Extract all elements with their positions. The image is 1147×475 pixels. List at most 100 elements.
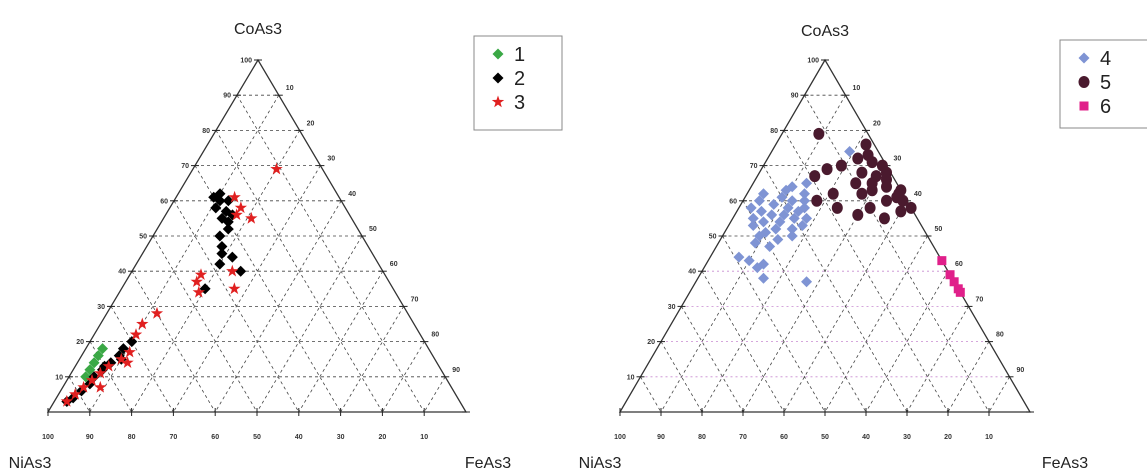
tick-label-left: 30 <box>668 304 676 311</box>
grid-line-feas3 <box>90 95 279 412</box>
tick-label-left: 30 <box>97 304 105 311</box>
data-point <box>879 212 890 224</box>
tick-label-right: 40 <box>914 191 922 198</box>
tick-label-bottom: 70 <box>170 434 178 441</box>
ternary-chart-right: 1010100202090303080404070505060606050707… <box>579 23 1147 472</box>
data-point <box>799 188 810 199</box>
tick-label-left: 90 <box>223 93 231 100</box>
tick-label-bottom: 40 <box>862 434 870 441</box>
series-5 <box>809 128 916 224</box>
data-point <box>270 163 282 175</box>
grid-line-nias3 <box>682 306 744 412</box>
data-point <box>787 231 798 242</box>
tick-label-bottom: 20 <box>379 434 387 441</box>
tick-labels: 1010100202090303080404070505060606050707… <box>614 58 1034 442</box>
data-point <box>861 138 872 150</box>
tick-label-right: 20 <box>307 120 315 127</box>
tick-label-right: 80 <box>431 332 439 339</box>
tick-label-left: 40 <box>688 269 696 276</box>
legend-label: 1 <box>514 44 525 66</box>
tick-label-left: 40 <box>118 269 126 276</box>
data-point <box>223 223 234 234</box>
tick-label-bottom: 90 <box>86 434 94 441</box>
vertex-label-top: CoAs3 <box>234 21 282 38</box>
data-point <box>809 170 820 182</box>
tick-label-left: 50 <box>709 234 717 241</box>
tick-label-bottom: 60 <box>780 434 788 441</box>
data-point <box>758 273 769 284</box>
tick-label-bottom: 80 <box>698 434 706 441</box>
data-point <box>828 188 839 200</box>
data-point <box>764 241 775 252</box>
data-point <box>235 266 246 277</box>
data-point <box>865 202 876 214</box>
tick-label-left: 20 <box>647 339 655 346</box>
tick-label-bottom: 60 <box>211 434 219 441</box>
tick-label-left: 100 <box>240 58 252 65</box>
vertex-label-right: FeAs3 <box>465 455 511 472</box>
tick-label-bottom: 10 <box>985 434 993 441</box>
data-point <box>744 255 755 266</box>
data-point <box>852 209 863 221</box>
tick-label-bottom: 20 <box>944 434 952 441</box>
grid-line-feas3 <box>989 377 1010 412</box>
legend-label: 5 <box>1100 72 1111 94</box>
tick-label-right: 70 <box>976 296 984 303</box>
grid-line-nias3 <box>641 377 662 412</box>
tick-label-bottom: 100 <box>42 434 54 441</box>
data-point <box>852 153 863 165</box>
data-point <box>867 156 878 168</box>
tick-label-left: 50 <box>139 234 147 241</box>
tick-label-right: 70 <box>411 296 419 303</box>
tick-label-left: 60 <box>729 198 737 205</box>
data-point <box>956 288 965 297</box>
grid-line-nias3 <box>723 236 826 412</box>
tick-label-bottom: 90 <box>657 434 665 441</box>
data-point <box>245 212 257 224</box>
data-point <box>226 265 238 277</box>
tick-label-right: 60 <box>390 261 398 268</box>
tick-label-right: 50 <box>935 226 943 233</box>
legend-marker <box>1080 102 1089 111</box>
data-point <box>136 318 148 330</box>
tick-label-left: 20 <box>76 339 84 346</box>
grid-line-nias3 <box>805 95 990 412</box>
data-point <box>881 181 892 193</box>
legend-marker <box>1079 76 1090 88</box>
tick-label-right: 90 <box>1017 367 1025 374</box>
tick-label-bottom: 30 <box>903 434 911 441</box>
data-point <box>228 282 240 294</box>
data-point <box>227 252 238 263</box>
data-point <box>895 205 906 217</box>
vertex-label-left: NiAs3 <box>9 455 52 472</box>
tick-label-left: 10 <box>627 374 635 381</box>
tick-label-left: 60 <box>160 198 168 205</box>
grid-line-feas3 <box>257 236 362 412</box>
tick-label-bottom: 10 <box>420 434 428 441</box>
grid-line-feas3 <box>173 166 320 412</box>
data-point <box>756 206 767 217</box>
data-point <box>850 177 861 189</box>
data-point <box>801 276 812 287</box>
data-point <box>822 163 833 175</box>
tick-label-right: 10 <box>853 85 861 92</box>
data-point <box>214 231 225 242</box>
tick-label-left: 70 <box>181 163 189 170</box>
data-point <box>856 167 867 179</box>
data-point <box>214 259 225 270</box>
tick-label-right: 90 <box>452 367 460 374</box>
data-point <box>906 202 917 214</box>
grid-lines <box>641 95 1010 412</box>
data-point <box>867 184 878 196</box>
tick-label-right: 30 <box>327 156 335 163</box>
tick-label-right: 50 <box>369 226 377 233</box>
data-point <box>151 307 163 319</box>
tick-label-right: 20 <box>873 120 881 127</box>
tick-label-right: 40 <box>348 191 356 198</box>
legend-label: 3 <box>514 92 525 114</box>
ternary-chart-left: 1010100202090303080404070505060606050707… <box>9 21 562 472</box>
vertex-label-left: NiAs3 <box>579 455 622 472</box>
data-point <box>766 209 777 220</box>
grid-line-feas3 <box>424 377 445 412</box>
grid-line-feas3 <box>907 306 969 412</box>
